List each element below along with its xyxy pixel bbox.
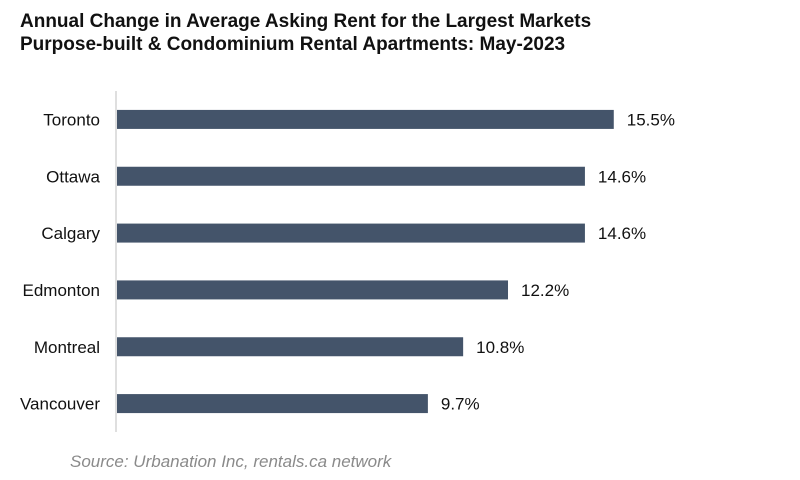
category-label-calgary: Calgary (41, 224, 100, 243)
chart-title-line1: Annual Change in Average Asking Rent for… (20, 11, 592, 32)
chart-title: Annual Change in Average Asking Rent for… (20, 10, 591, 56)
bar-edmonton (117, 280, 509, 300)
category-label-edmonton: Edmonton (23, 281, 101, 300)
source-note: Source: Urbanation Inc, rentals.ca netwo… (70, 452, 392, 471)
data-label-toronto: 15.5% (627, 110, 675, 129)
category-label-toronto: Toronto (43, 110, 100, 129)
bar-montreal (117, 337, 464, 357)
category-label-montreal: Montreal (34, 338, 100, 357)
data-label-vancouver: 9.7% (441, 395, 480, 414)
bar-vancouver (117, 394, 428, 414)
data-label-montreal: 10.8% (476, 338, 524, 357)
bar-calgary (117, 223, 585, 243)
bar-ottawa (117, 166, 585, 186)
category-label-ottawa: Ottawa (46, 167, 100, 186)
bar-toronto (117, 109, 614, 129)
category-label-vancouver: Vancouver (20, 395, 100, 414)
data-label-calgary: 14.6% (598, 224, 646, 243)
data-label-ottawa: 14.6% (598, 167, 646, 186)
chart-title-line2: Purpose-built & Condominium Rental Apart… (20, 34, 566, 55)
data-label-edmonton: 12.2% (521, 281, 569, 300)
